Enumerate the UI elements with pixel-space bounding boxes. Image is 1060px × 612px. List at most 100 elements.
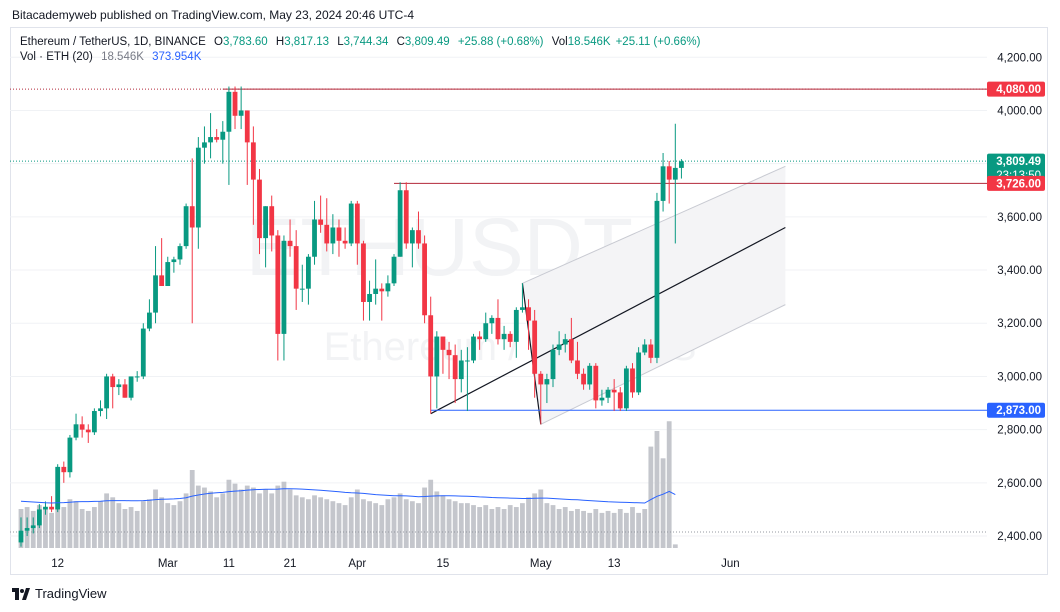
volume-bar — [660, 458, 666, 548]
price-label: 2,873.00 — [996, 405, 1041, 417]
candle-body — [550, 349, 556, 380]
vol-change: +25.11 (+0.66%) — [615, 36, 701, 48]
candle-body — [18, 530, 24, 543]
candle-body — [409, 230, 415, 244]
candle-body — [189, 206, 195, 228]
volume-bar — [544, 503, 550, 548]
candle-body — [73, 424, 79, 438]
y-tick-label: 3,600.00 — [997, 212, 1042, 224]
volume-bar — [495, 507, 501, 548]
volume-bar — [483, 505, 489, 548]
price-label-bg — [987, 175, 1045, 191]
volume-bar — [195, 485, 201, 548]
legend-high: H3,817.13 — [276, 36, 329, 48]
candle-body — [214, 137, 220, 140]
candle-body — [599, 397, 605, 401]
candle-body — [611, 389, 617, 393]
volume-bar — [464, 503, 470, 548]
volume-bar — [159, 497, 165, 548]
candle-body — [593, 365, 599, 401]
y-tick-label: 2,400.00 — [997, 531, 1042, 543]
candle-body — [477, 336, 483, 340]
time-axis[interactable]: 12 Mar 11 21 Apr 15 May 13 Jun — [51, 558, 739, 570]
high-label: H — [275, 36, 285, 48]
drop-line — [521, 283, 542, 425]
candle-body — [391, 256, 397, 284]
candle-body — [471, 336, 476, 361]
candles — [18, 86, 684, 547]
candle-body — [24, 528, 30, 531]
candle-body — [293, 246, 299, 289]
volume-bar — [538, 489, 544, 548]
volume-bar — [416, 503, 421, 548]
candle-body — [440, 336, 446, 350]
candle-body — [220, 131, 226, 140]
volume-bar — [91, 507, 97, 548]
vol-ma-label: Vol · ETH (20) — [20, 51, 93, 63]
footer-brand: TradingView — [35, 586, 107, 601]
volume-bar — [458, 503, 464, 548]
candle-body — [342, 240, 348, 244]
volume-bar — [654, 431, 660, 548]
candle-body — [507, 333, 513, 342]
volume-bar — [134, 510, 140, 548]
candle-body — [397, 190, 403, 257]
volume-bars — [18, 421, 678, 548]
candle-body — [385, 283, 391, 292]
volume-bar — [165, 503, 171, 548]
volume-bar — [189, 470, 195, 548]
candle-body — [556, 344, 562, 350]
y-tick-label: 2,600.00 — [997, 478, 1042, 490]
volume-bar — [617, 509, 623, 548]
volume-bar — [110, 497, 116, 548]
candle-body — [91, 411, 97, 433]
volume-bar — [556, 509, 562, 548]
candle-body — [428, 315, 434, 377]
volume-bar — [593, 509, 599, 548]
volume-ma-polyline — [20, 488, 676, 504]
footer: TradingView — [12, 586, 107, 601]
candle-body — [85, 429, 91, 433]
volume-bar — [611, 512, 617, 548]
candle-body — [538, 373, 544, 385]
candle-body — [672, 167, 678, 180]
candle-body — [226, 91, 232, 132]
x-tick-label: Jun — [721, 558, 740, 570]
volume-bar — [403, 499, 409, 548]
volume-bar — [330, 501, 336, 548]
volume-bar — [630, 507, 635, 548]
candle-body — [98, 408, 103, 412]
volume-bar — [575, 509, 580, 548]
volume-bar — [312, 495, 317, 548]
volume-bar — [263, 489, 268, 548]
candle-body — [110, 376, 116, 388]
candle-body — [287, 240, 293, 247]
volume-bar — [623, 512, 629, 548]
volume-bar — [250, 487, 256, 548]
volume-bar — [581, 510, 586, 548]
volume-bar — [477, 507, 483, 548]
candle-body — [354, 203, 360, 244]
drawings[interactable] — [10, 88, 987, 533]
candle-body — [679, 161, 684, 168]
candle-body — [348, 203, 354, 244]
price-label: 4,080.00 — [996, 84, 1041, 96]
candle-body — [642, 344, 648, 353]
volume-bar — [342, 505, 348, 548]
candle-body — [532, 320, 538, 374]
candle-body — [202, 142, 207, 148]
vol-value: 18.546K — [567, 36, 611, 48]
candle-body — [122, 384, 128, 398]
volume-bar — [361, 499, 366, 548]
price-axis[interactable]: 2,400.00 2,600.00 2,800.00 3,000.00 3,200.00… — [997, 52, 1042, 543]
volume-bar — [202, 487, 207, 548]
volume-bar — [587, 512, 593, 548]
vol-ma-value2: 373.954K — [152, 51, 202, 63]
candle-body — [147, 312, 152, 329]
candle-body — [666, 166, 672, 180]
volume-bar — [648, 446, 654, 548]
volume-bar — [43, 509, 48, 548]
candle-body — [177, 246, 183, 260]
trend-line — [430, 226, 786, 415]
